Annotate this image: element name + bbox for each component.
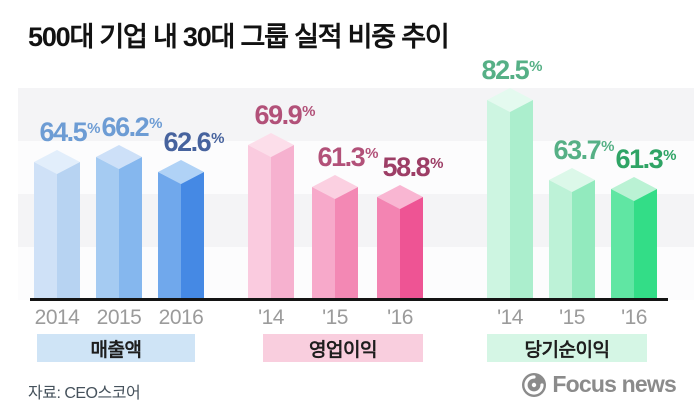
bar-face-lf — [96, 157, 119, 300]
legend-badge-sales: 매출액 — [37, 334, 195, 362]
bar-face-lf — [34, 162, 57, 300]
bar-sales-2014 — [34, 150, 80, 300]
bar-face-lf — [611, 189, 634, 300]
bar-face-rf — [572, 180, 595, 300]
category-label-sales-2014: 2014 — [34, 306, 80, 329]
value-label-operating-profit-15: 61.3% — [317, 142, 379, 172]
value-label-sales-2016: 62.6% — [163, 127, 225, 157]
category-label-net-profit-14: '14 — [497, 306, 523, 329]
chart-title: 500대 기업 내 30대 그룹 실적 비중 추이 — [28, 22, 450, 52]
value-label-net-profit-15: 63.7% — [553, 135, 615, 165]
bar-face-lf — [248, 145, 271, 300]
bar-face-rf — [335, 187, 358, 300]
category-label-operating-profit-15: '15 — [322, 306, 348, 329]
value-label-net-profit-14: 82.5% — [481, 55, 543, 85]
legend-badge-net-profit: 당기순이익 — [487, 334, 647, 362]
bar-face-rf — [57, 162, 80, 300]
bar-face-rf — [271, 145, 294, 300]
focus-swirl-icon — [522, 372, 547, 397]
category-label-net-profit-16: '16 — [621, 306, 647, 329]
bar-face-lf — [377, 197, 400, 300]
category-label-operating-profit-14: '14 — [258, 306, 284, 329]
bar-net-profit-15 — [549, 168, 595, 300]
category-label-sales-2015: 2015 — [96, 306, 142, 329]
bar-face-rf — [510, 100, 533, 300]
bar-face-lf — [549, 180, 572, 300]
focusnews-logo: Focus news — [521, 371, 677, 398]
bar-face-rf — [181, 172, 204, 300]
bar-face-rf — [400, 197, 423, 300]
bar-sales-2016 — [158, 160, 204, 300]
bar-net-profit-16 — [611, 177, 657, 300]
bar-face-rf — [634, 189, 657, 300]
bar-net-profit-14 — [487, 88, 533, 300]
value-label-operating-profit-16: 58.8% — [382, 152, 444, 182]
bar-face-lf — [312, 187, 335, 300]
bar-face-lf — [158, 172, 181, 300]
bar-operating-profit-16 — [377, 185, 423, 300]
category-label-net-profit-15: '15 — [559, 306, 585, 329]
value-label-sales-2015: 66.2% — [101, 112, 163, 142]
category-label-operating-profit-16: '16 — [387, 306, 413, 329]
focusnews-logo-text: Focus news — [552, 371, 676, 397]
category-label-sales-2016: 2016 — [158, 306, 204, 329]
bar-sales-2015 — [96, 145, 142, 300]
bar-face-rf — [119, 157, 142, 300]
bar-face-lf — [487, 100, 510, 300]
value-label-sales-2014: 64.5% — [39, 117, 101, 147]
value-label-net-profit-16: 61.3% — [615, 144, 677, 174]
legend-badge-operating-profit: 영업이익 — [263, 334, 423, 362]
value-label-operating-profit-14: 69.9% — [254, 100, 316, 130]
x-axis-line — [30, 298, 668, 301]
bar-operating-profit-15 — [312, 175, 358, 300]
source-note: 자료: CEO스코어 — [28, 385, 141, 402]
bar-operating-profit-14 — [248, 133, 294, 300]
